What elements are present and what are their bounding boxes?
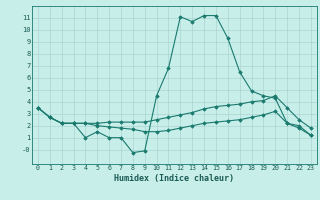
X-axis label: Humidex (Indice chaleur): Humidex (Indice chaleur) bbox=[115, 174, 234, 183]
